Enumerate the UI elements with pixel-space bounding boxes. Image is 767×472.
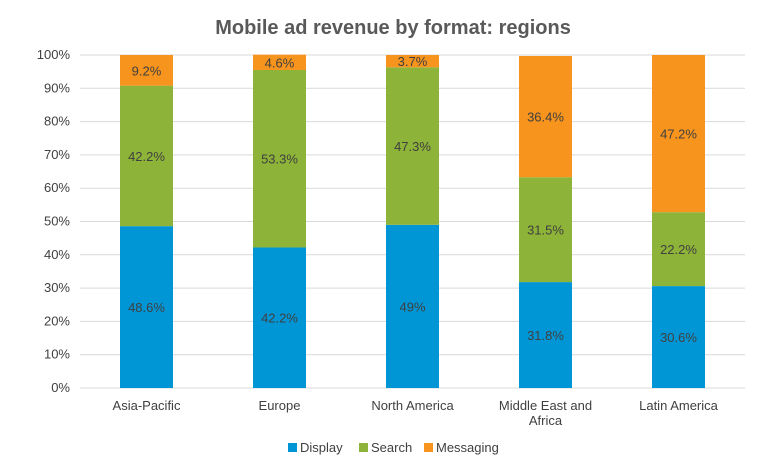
y-tick-label: 20% — [44, 313, 70, 328]
data-label: 4.6% — [265, 55, 295, 70]
category-label: Middle East and — [499, 398, 592, 413]
data-label: 31.5% — [527, 223, 564, 238]
bar-search — [519, 177, 572, 283]
category-label: Europe — [259, 398, 301, 413]
legend-swatch-search — [359, 443, 368, 452]
legend-label-display: Display — [300, 440, 343, 455]
y-axis-ticks: 0% 10% 20% 30% 40% 50% 60% 70% 80% 90% 100% — [37, 47, 71, 395]
y-tick-label: 80% — [44, 114, 70, 129]
legend-label-search: Search — [371, 440, 412, 455]
y-tick-label: 70% — [44, 147, 70, 162]
bar-messaging — [652, 55, 705, 213]
chart-title: Mobile ad revenue by format: regions — [215, 17, 571, 39]
data-label: 9.2% — [132, 63, 162, 78]
bar-messaging — [253, 54, 306, 70]
bar-display — [386, 224, 439, 388]
x-axis-categories: Asia-Pacific Europe North America Middle Ea… — [113, 398, 719, 428]
bar-search — [386, 67, 439, 225]
bars — [120, 54, 705, 388]
y-tick-label: 60% — [44, 180, 70, 195]
data-label: 22.2% — [660, 242, 697, 257]
category-label: North America — [371, 398, 454, 413]
data-label: 30.6% — [660, 330, 697, 345]
bar-display — [120, 226, 173, 388]
y-tick-label: 0% — [51, 380, 70, 395]
category-label: Africa — [529, 413, 563, 428]
bar-messaging — [519, 55, 572, 178]
data-label: 42.2% — [128, 149, 165, 164]
bar-search — [253, 69, 306, 248]
bar-display — [519, 282, 572, 388]
data-label: 36.4% — [527, 110, 564, 125]
y-tick-label: 40% — [44, 247, 70, 262]
data-label: 48.6% — [128, 300, 165, 315]
y-tick-label: 50% — [44, 214, 70, 229]
bar-search — [652, 212, 705, 287]
y-tick-label: 30% — [44, 280, 70, 295]
category-label: Asia-Pacific — [113, 398, 181, 413]
category-label: Latin America — [639, 398, 719, 413]
data-label: 3.7% — [398, 54, 428, 69]
y-tick-label: 100% — [37, 47, 71, 62]
data-label: 53.3% — [261, 152, 298, 167]
bar-display — [652, 286, 705, 388]
bar-messaging — [120, 55, 173, 86]
data-label: 49% — [399, 299, 425, 314]
legend-swatch-messaging — [424, 443, 433, 452]
bar-display — [253, 247, 306, 388]
y-tick-label: 10% — [44, 347, 70, 362]
data-label: 42.2% — [261, 311, 298, 326]
legend-label-messaging: Messaging — [436, 440, 499, 455]
data-label: 47.2% — [660, 127, 697, 142]
y-tick-label: 90% — [44, 80, 70, 95]
legend: Display Search Messaging — [288, 440, 499, 455]
legend-swatch-display — [288, 443, 297, 452]
bar-messaging — [386, 55, 439, 68]
bar-search — [120, 85, 173, 227]
data-label: 47.3% — [394, 139, 431, 154]
data-labels: 48.6% 42.2% 9.2% 42.2% 53.3% 4.6% 49% 47.3% 3.7%… — [128, 54, 697, 345]
data-label: 31.8% — [527, 328, 564, 343]
